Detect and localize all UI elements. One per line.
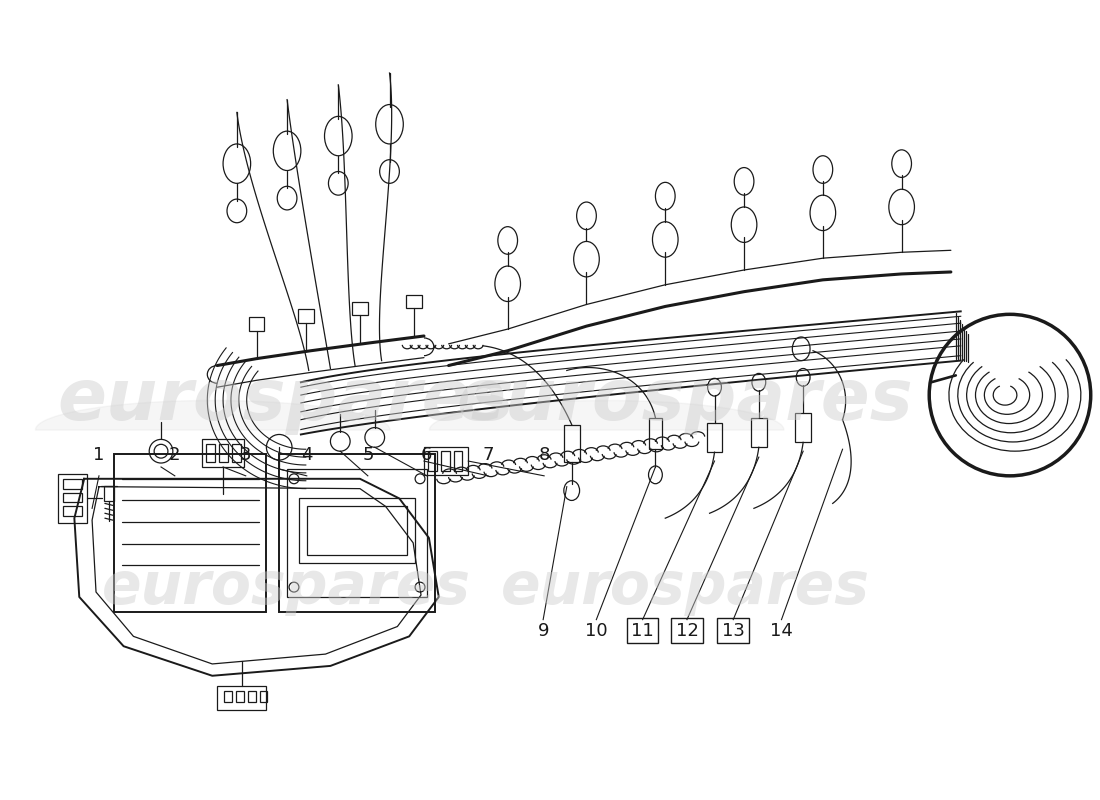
Bar <box>63 506 82 516</box>
Bar <box>260 690 267 702</box>
Bar <box>103 486 113 502</box>
Bar <box>57 474 87 523</box>
Bar <box>207 444 216 462</box>
Bar <box>795 413 811 442</box>
Text: 11: 11 <box>631 622 654 641</box>
Text: 6: 6 <box>421 446 432 464</box>
Bar <box>299 498 415 562</box>
Bar <box>63 478 82 489</box>
Text: eurospares: eurospares <box>57 366 515 434</box>
Text: eurospares: eurospares <box>500 558 869 616</box>
Text: 9: 9 <box>538 622 549 641</box>
Bar <box>627 618 659 643</box>
Bar <box>406 294 422 309</box>
Bar <box>232 444 241 462</box>
Text: 5: 5 <box>362 446 374 464</box>
Bar <box>248 690 255 702</box>
Bar <box>224 690 232 702</box>
Bar <box>279 454 434 612</box>
Text: 10: 10 <box>585 622 607 641</box>
Bar <box>751 418 767 447</box>
Bar <box>217 686 266 710</box>
Bar <box>706 422 723 452</box>
Text: 1: 1 <box>94 446 104 464</box>
Bar <box>428 451 437 471</box>
Text: 7: 7 <box>482 446 494 464</box>
Text: 3: 3 <box>240 446 252 464</box>
Bar <box>113 454 266 612</box>
Text: 13: 13 <box>722 622 745 641</box>
Bar <box>307 506 407 554</box>
Bar <box>671 618 703 643</box>
Bar <box>235 690 244 702</box>
Bar <box>287 469 427 597</box>
Bar <box>453 451 462 471</box>
Bar <box>352 302 367 315</box>
Bar <box>249 318 264 331</box>
Bar <box>441 451 450 471</box>
Bar <box>717 618 749 643</box>
Text: eurospares: eurospares <box>456 366 913 434</box>
Text: 4: 4 <box>301 446 312 464</box>
Text: eurospares: eurospares <box>101 558 471 616</box>
Bar <box>63 493 82 502</box>
Bar <box>424 447 469 475</box>
Bar <box>649 418 662 450</box>
Text: 12: 12 <box>675 622 698 641</box>
Bar <box>298 310 314 323</box>
Bar <box>564 425 580 462</box>
Bar <box>219 444 228 462</box>
Text: 14: 14 <box>770 622 793 641</box>
Bar <box>202 439 244 467</box>
Text: 8: 8 <box>538 446 550 464</box>
Text: 2: 2 <box>169 446 180 464</box>
